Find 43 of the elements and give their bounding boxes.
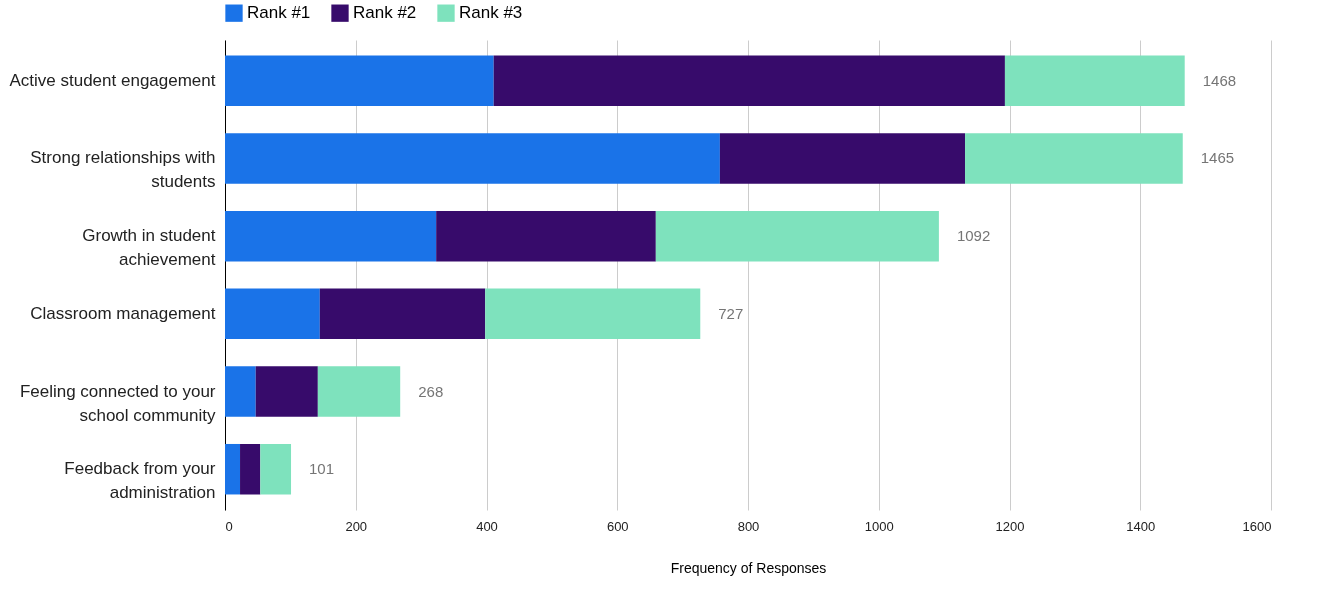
x-tick-label: 400: [476, 518, 498, 534]
bar: [225, 210, 437, 262]
bar: [1004, 55, 1185, 107]
bar: [225, 366, 256, 417]
bar: [965, 133, 1183, 184]
legend-label: Rank #2: [353, 3, 417, 23]
bar: [317, 366, 401, 417]
x-tick-label: 1000: [864, 518, 894, 534]
y-tick-label: Classroom management: [30, 303, 216, 323]
y-tick-label: Feeling connected to your school community: [19, 381, 216, 425]
bar: [319, 288, 486, 340]
y-tick-label: Active student engagement: [9, 70, 216, 90]
bar: [719, 133, 966, 184]
total-label: 727: [718, 304, 744, 322]
total-label: 101: [309, 460, 335, 478]
bar: [485, 288, 701, 340]
x-tick-label: 1600: [1242, 518, 1272, 534]
legend-label: Rank #3: [459, 3, 523, 23]
x-tick-label: 0: [225, 518, 233, 534]
bar: [493, 55, 1005, 107]
bar: [255, 366, 318, 417]
y-tick-label: Growth in student achievement: [82, 226, 216, 270]
bar: [436, 210, 656, 262]
legend-label: Rank #1: [247, 3, 311, 23]
x-axis-title: Frequency of Responses: [670, 559, 827, 576]
x-tick-label: 200: [345, 518, 368, 534]
total-label: 1092: [956, 227, 991, 245]
x-tick-label: 1200: [995, 518, 1025, 534]
y-tick-label: Strong relationships with students: [30, 148, 216, 192]
bar: [225, 133, 720, 184]
bar: [225, 55, 494, 107]
bar: [260, 443, 292, 495]
bar: [225, 288, 320, 340]
x-tick-label: 800: [737, 518, 760, 534]
x-tick-label: 600: [606, 518, 629, 534]
bar: [655, 210, 939, 262]
bar: [240, 443, 261, 495]
bar: [225, 443, 241, 495]
x-tick-label: 1400: [1126, 518, 1156, 534]
total-label: 1468: [1202, 71, 1237, 89]
y-tick-label: Feedback from your administration: [64, 459, 216, 503]
total-label: 268: [418, 382, 444, 400]
total-label: 1465: [1200, 149, 1235, 167]
